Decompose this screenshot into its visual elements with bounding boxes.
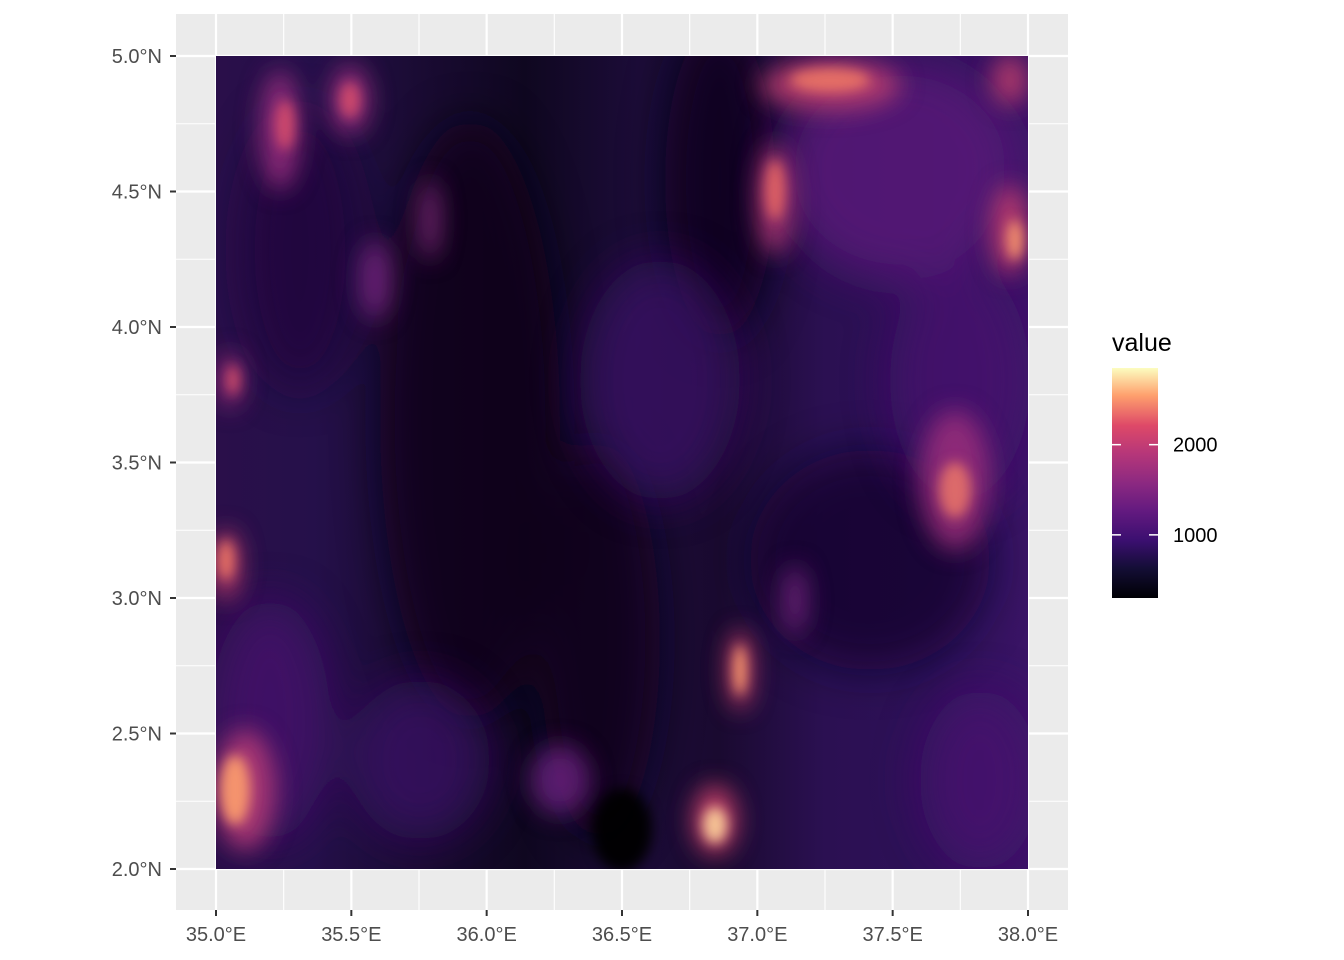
y-tick-label: 4.0°N (112, 317, 162, 339)
y-tick-label: 3.0°N (112, 588, 162, 610)
y-tick-label: 2.0°N (112, 859, 162, 881)
x-tick-label: 36.5°E (592, 924, 652, 946)
y-tick-label: 4.5°N (112, 182, 162, 204)
x-tick-label: 37.5°E (863, 924, 923, 946)
y-axis: 5.0°N 4.5°N 4.0°N 3.5°N 3.0°N 2.5°N 2.0°N (112, 46, 176, 881)
x-tick-label: 35.0°E (186, 924, 246, 946)
y-tick-label: 3.5°N (112, 453, 162, 475)
x-axis: 35.0°E 35.5°E 36.0°E 36.5°E 37.0°E 37.5°E 38.0… (186, 910, 1058, 946)
x-tick-label: 37.0°E (727, 924, 787, 946)
elevation-raster (216, 56, 1028, 869)
legend-colorbar (1112, 368, 1158, 598)
legend: value 2000 1000 (1112, 329, 1218, 598)
x-tick-label: 36.0°E (457, 924, 517, 946)
legend-label: 2000 (1173, 435, 1218, 457)
y-tick-label: 2.5°N (112, 724, 162, 746)
y-tick-label: 5.0°N (112, 46, 162, 68)
legend-label: 1000 (1173, 525, 1218, 547)
x-tick-label: 38.0°E (998, 924, 1058, 946)
legend-title: value (1112, 329, 1172, 357)
legend-ticks: 2000 1000 (1112, 435, 1218, 547)
x-tick-label: 35.5°E (321, 924, 381, 946)
